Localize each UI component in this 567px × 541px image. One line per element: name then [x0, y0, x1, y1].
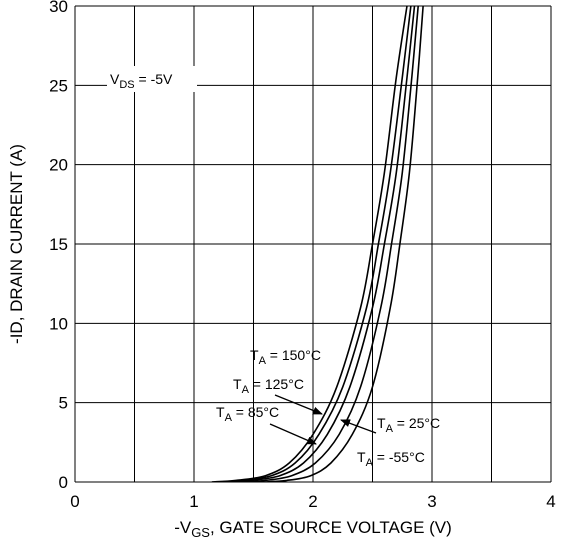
transfer-curves — [211, 6, 424, 482]
x-tick-label: 0 — [70, 492, 79, 511]
y-tick-label: 15 — [49, 235, 68, 254]
x-tick-label: 4 — [546, 492, 555, 511]
label-ta-150: TA = 150°C — [250, 347, 321, 367]
x-tick-label: 3 — [427, 492, 436, 511]
y-tick-label: 0 — [59, 473, 68, 492]
y-tick-label: 10 — [49, 314, 68, 333]
vds-label-bg — [107, 66, 197, 92]
label-ta-125: TA = 125°C — [233, 376, 304, 396]
arrow-ta-125 — [274, 394, 323, 415]
y-tick-label: 5 — [59, 394, 68, 413]
series-line — [217, 6, 412, 482]
x-tick-label: 2 — [308, 492, 317, 511]
x-tick-label: 1 — [189, 492, 198, 511]
y-tick-label: 20 — [49, 156, 68, 175]
series-line — [241, 6, 419, 482]
y-axis-title: -ID, DRAIN CURRENT (A) — [7, 144, 26, 344]
series-line — [262, 6, 424, 482]
x-tick-labels: 0 1 2 3 4 — [70, 492, 555, 511]
vds-label: VDS = -5V — [110, 71, 173, 91]
arrow-ta-85 — [269, 423, 317, 445]
y-tick-labels: 0 5 10 15 20 25 30 — [49, 0, 68, 492]
arrow-ta-25 — [340, 419, 377, 434]
y-tick-label: 25 — [49, 76, 68, 95]
x-axis-title: -VGS, GATE SOURCE VOLTAGE (V) — [174, 518, 452, 540]
series-line — [211, 6, 408, 482]
series-line — [227, 6, 416, 482]
y-tick-label: 30 — [49, 0, 68, 16]
label-ta-25: TA = 25°C — [377, 415, 440, 435]
label-ta-minus55: TA = -55°C — [357, 449, 425, 469]
label-ta-85: TA = 85°C — [216, 404, 279, 424]
